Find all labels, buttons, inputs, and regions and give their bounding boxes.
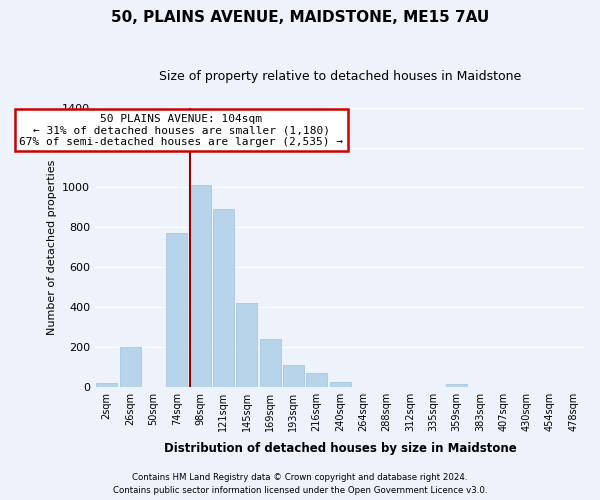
Bar [283, 365, 304, 387]
Bar [260, 339, 281, 387]
Title: Size of property relative to detached houses in Maidstone: Size of property relative to detached ho… [159, 70, 521, 83]
X-axis label: Distribution of detached houses by size in Maidstone: Distribution of detached houses by size … [164, 442, 517, 455]
Text: 50, PLAINS AVENUE, MAIDSTONE, ME15 7AU: 50, PLAINS AVENUE, MAIDSTONE, ME15 7AU [111, 10, 489, 25]
Bar [446, 384, 467, 387]
Y-axis label: Number of detached properties: Number of detached properties [47, 160, 56, 335]
Text: 50 PLAINS AVENUE: 104sqm
← 31% of detached houses are smaller (1,180)
67% of sem: 50 PLAINS AVENUE: 104sqm ← 31% of detach… [19, 114, 343, 147]
Text: Contains HM Land Registry data © Crown copyright and database right 2024.
Contai: Contains HM Land Registry data © Crown c… [113, 474, 487, 495]
Bar [329, 382, 350, 387]
Bar [213, 210, 234, 387]
Bar [166, 234, 187, 387]
Bar [96, 383, 117, 387]
Bar [119, 347, 140, 387]
Bar [306, 373, 327, 387]
Bar [190, 186, 211, 387]
Bar [236, 303, 257, 387]
